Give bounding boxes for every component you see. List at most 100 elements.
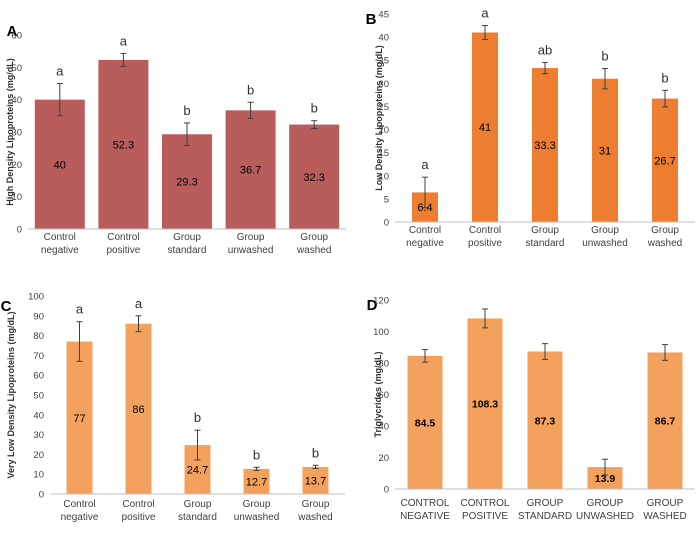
x-tick-label: WASHED xyxy=(643,511,687,522)
x-tick-label: washed xyxy=(297,512,332,523)
data-label: 108.3 xyxy=(472,399,498,411)
y-axis-title: Very Low Density Lipoproteins (mg/dL) xyxy=(6,311,16,478)
bar xyxy=(243,468,270,494)
x-tick-label: UNWASHED xyxy=(576,511,634,522)
significance-letter: b xyxy=(183,103,190,118)
x-tick-label: GROUP xyxy=(587,498,624,509)
bar xyxy=(125,323,152,494)
x-tick-label: Group xyxy=(173,232,201,243)
significance-letter: a xyxy=(56,64,64,79)
x-tick-label: Group xyxy=(531,225,559,236)
data-label: 32.3 xyxy=(303,172,324,184)
bar xyxy=(302,466,329,494)
x-tick-label: GROUP xyxy=(647,498,684,509)
data-label: 41 xyxy=(479,122,491,134)
x-tick-label: GROUP xyxy=(527,498,564,509)
data-label: 77 xyxy=(73,413,85,425)
bar xyxy=(532,68,558,222)
bar xyxy=(647,352,683,489)
x-tick-label: Group xyxy=(184,499,212,510)
significance-letter: b xyxy=(312,445,319,460)
significance-letter: b xyxy=(661,70,668,85)
y-tick-label: 80 xyxy=(33,331,44,342)
data-label: 13.9 xyxy=(595,473,616,485)
bar xyxy=(225,110,276,229)
panel-label: A xyxy=(7,23,18,40)
y-tick-label: 100 xyxy=(373,327,389,338)
x-tick-label: unwashed xyxy=(582,238,628,249)
significance-letter: b xyxy=(247,82,254,97)
x-tick-label: positive xyxy=(106,245,140,256)
x-tick-label: Group xyxy=(237,232,265,243)
data-label: 12.7 xyxy=(246,476,267,488)
bar xyxy=(34,99,85,230)
x-tick-label: NEGATIVE xyxy=(400,511,450,522)
data-label: 29.3 xyxy=(176,177,197,189)
x-tick-label: Control xyxy=(469,225,501,236)
bar xyxy=(587,467,623,489)
bar xyxy=(98,59,149,229)
x-tick-label: CONTROL xyxy=(401,498,450,509)
y-tick-label: 120 xyxy=(373,296,389,307)
y-tick-label: 40 xyxy=(378,422,389,433)
bar xyxy=(592,78,618,222)
x-tick-label: STANDARD xyxy=(518,511,572,522)
bar xyxy=(407,355,443,489)
y-tick-label: 30 xyxy=(33,430,44,441)
panel-label: C xyxy=(1,298,12,315)
x-tick-label: Group xyxy=(591,225,619,236)
y-tick-label: 35 xyxy=(378,56,389,67)
panel-label: D xyxy=(367,297,378,314)
data-label: 52.3 xyxy=(113,139,134,151)
y-tick-label: 40 xyxy=(378,33,389,44)
y-tick-label: 20 xyxy=(378,125,389,136)
significance-letter: a xyxy=(421,157,429,172)
x-tick-label: CONTROL xyxy=(461,498,510,509)
bar xyxy=(162,134,212,229)
significance-letter: b xyxy=(601,49,608,64)
y-tick-label: 10 xyxy=(11,192,22,203)
y-tick-label: 90 xyxy=(33,311,44,322)
bar xyxy=(527,351,563,489)
data-label: 33.3 xyxy=(534,140,555,152)
data-label: 6.4 xyxy=(417,202,432,214)
data-label: 31 xyxy=(599,145,611,157)
x-tick-label: Control xyxy=(107,232,139,243)
y-tick-label: 20 xyxy=(378,453,389,464)
x-tick-label: positive xyxy=(122,512,156,523)
y-tick-label: 70 xyxy=(33,351,44,362)
y-tick-label: 30 xyxy=(11,128,22,139)
bar xyxy=(472,32,498,222)
data-label: 86 xyxy=(132,404,144,416)
chart-panel-b: B 0 5 10 15 20 25 30 35 40 45 Low Density Lipoprote… xyxy=(366,6,695,249)
significance-letter: b xyxy=(311,101,318,116)
bar xyxy=(652,98,678,222)
data-label: 86.7 xyxy=(655,416,676,428)
x-tick-label: Group xyxy=(302,499,330,510)
x-tick-label: standard xyxy=(178,512,217,523)
y-tick-label: 0 xyxy=(384,485,389,496)
y-tick-label: 40 xyxy=(11,95,22,106)
x-tick-label: Control xyxy=(63,499,95,510)
x-tick-label: negative xyxy=(406,238,444,249)
y-tick-label: 60 xyxy=(378,390,389,401)
y-axis-title: Triglycrides (mg/dL) xyxy=(373,351,383,437)
bar xyxy=(66,341,93,494)
significance-letter: b xyxy=(253,447,260,462)
x-tick-label: negative xyxy=(41,245,79,256)
y-tick-label: 60 xyxy=(33,371,44,382)
significance-letter: ab xyxy=(538,43,552,58)
data-label: 36.7 xyxy=(240,165,261,177)
data-label: 26.7 xyxy=(654,155,675,167)
x-tick-label: standard xyxy=(526,238,565,249)
chart-panel-c: C 0 10 20 30 40 50 60 70 80 90 100 Very Low Density … xyxy=(1,292,345,523)
data-label: 40 xyxy=(54,159,66,171)
y-tick-label: 10 xyxy=(378,171,389,182)
x-tick-label: Control xyxy=(44,232,76,243)
significance-letter: a xyxy=(135,296,143,311)
y-tick-label: 45 xyxy=(378,10,389,21)
x-tick-label: standard xyxy=(168,245,207,256)
x-tick-label: unwashed xyxy=(234,512,280,523)
bar xyxy=(289,124,340,229)
